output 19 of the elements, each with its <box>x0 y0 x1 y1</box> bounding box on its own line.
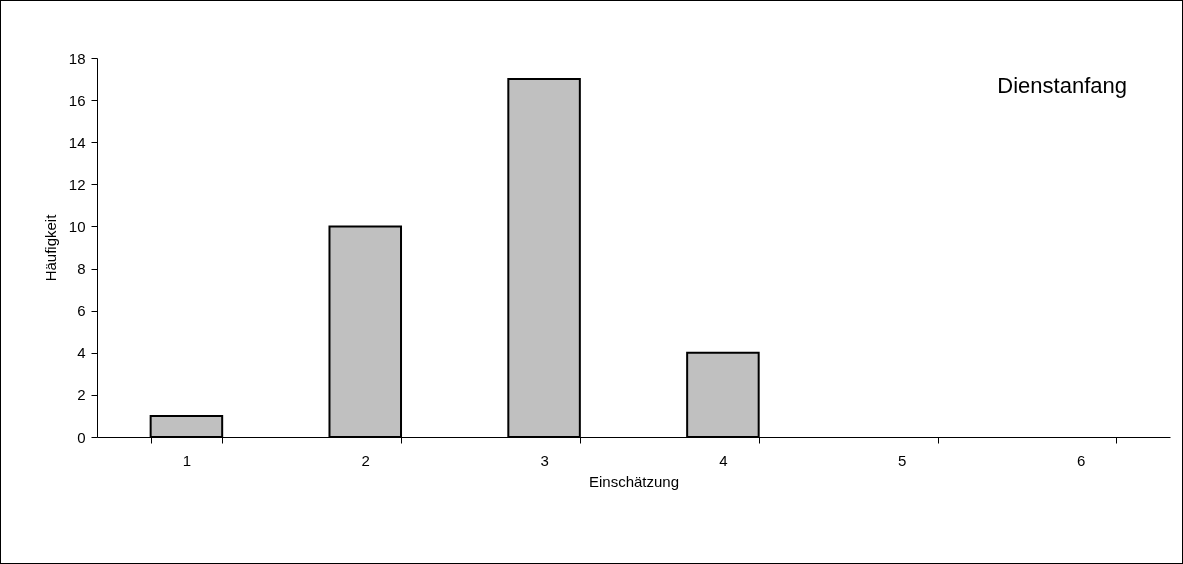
y-tick-label: 16 <box>68 91 86 109</box>
y-tick-label: 2 <box>77 386 86 404</box>
y-tick-label: 8 <box>77 260 86 278</box>
y-tick-label: 18 <box>68 49 86 67</box>
y-axis-title: Häufigkeit <box>41 213 59 282</box>
y-tick-label: 0 <box>77 428 86 446</box>
annotation: Dienstanfang <box>997 73 1127 98</box>
y-tick-label: 12 <box>68 175 86 193</box>
x-tick-label: 1 <box>182 451 192 469</box>
y-tick-label: 6 <box>77 302 86 320</box>
x-tick-label: 5 <box>898 451 907 469</box>
y-tick-label: 14 <box>68 133 86 151</box>
y-tick-label: 4 <box>77 344 86 362</box>
x-tick-label: 3 <box>540 451 549 469</box>
x-tick-label: 6 <box>1076 451 1086 469</box>
x-tick-label: 4 <box>719 451 728 469</box>
y-tick-label: 10 <box>68 217 86 235</box>
x-tick-label: 2 <box>361 451 370 469</box>
x-axis-title: Einschätzung <box>588 472 680 490</box>
